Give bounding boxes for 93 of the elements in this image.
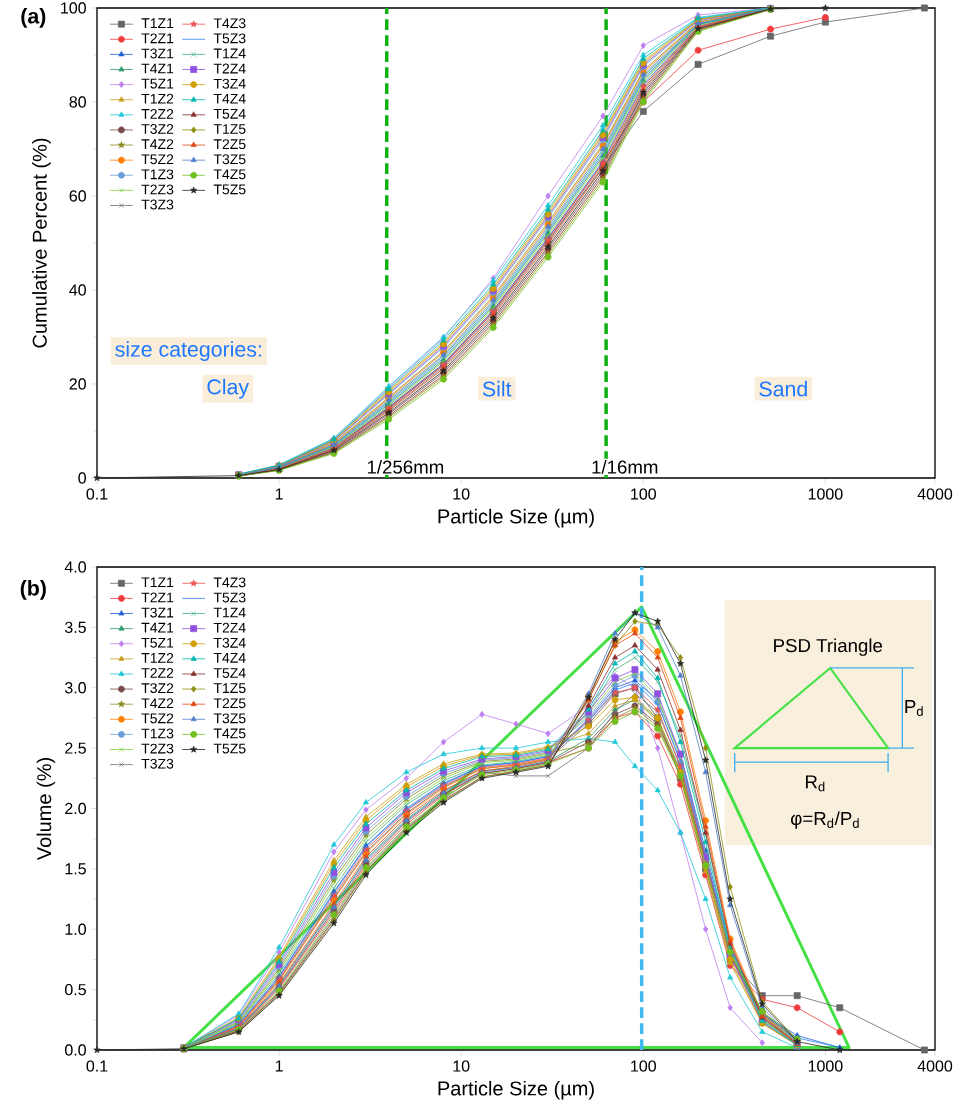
- y-axis-title: Cumulative Percent (%): [32, 138, 51, 348]
- legend-label: T4Z4: [213, 93, 246, 104]
- y-tick-label: 0.5: [64, 983, 86, 996]
- legend-label: T5Z1: [141, 78, 174, 89]
- legend-label: T3Z1: [141, 607, 174, 618]
- x-tick-label: 1000: [808, 1060, 843, 1072]
- legend-label: T3Z2: [141, 124, 174, 134]
- x-tick-label: 10: [453, 488, 470, 500]
- legend-label: T2Z4: [213, 63, 246, 74]
- x-axis-title: Particle Size (µm): [438, 508, 594, 528]
- annotation: PSD Triangle: [774, 638, 883, 656]
- legend-label: T3Z4: [213, 78, 246, 89]
- legend-label: T3Z3: [141, 199, 174, 210]
- legend-label: T5Z5: [213, 743, 246, 754]
- legend-label: T2Z3: [141, 743, 174, 754]
- x-axis-title: Particle Size (µm): [438, 1080, 594, 1100]
- legend-label: T5Z2: [141, 154, 174, 165]
- legend-label: T4Z5: [213, 728, 246, 739]
- legend-label: T5Z2: [141, 713, 174, 724]
- legend-label: T2Z5: [213, 698, 246, 709]
- annotation: Silt: [482, 380, 512, 397]
- legend-label: T4Z2: [141, 698, 174, 709]
- x-tick-label: 4000: [917, 488, 953, 500]
- y-tick-label: 4.0: [64, 561, 86, 573]
- y-tick-label: 20: [69, 378, 86, 390]
- legend-label: T2Z4: [213, 622, 246, 633]
- y-tick-label: 60: [69, 190, 86, 202]
- legend-label: T5Z3: [213, 592, 246, 603]
- x-tick-label: 0.1: [86, 1060, 108, 1072]
- legend-label: T1Z2: [141, 93, 174, 104]
- x-tick-label: 1000: [808, 488, 843, 500]
- legend-label: T3Z5: [213, 154, 246, 165]
- x-tick-label: 4000: [917, 1060, 953, 1072]
- legend-label: T2Z5: [213, 139, 246, 150]
- y-tick-label: 0: [78, 472, 86, 484]
- legend-label: T4Z3: [213, 18, 246, 29]
- x-tick-label: 10: [453, 1060, 470, 1072]
- legend-label: T4Z3: [213, 577, 246, 588]
- y-tick-label: 3.5: [64, 621, 86, 634]
- legend-label: T1Z1: [141, 577, 174, 588]
- x-tick-label: 0.1: [86, 488, 108, 500]
- legend-label: T2Z3: [141, 184, 174, 195]
- legend-label: T1Z2: [141, 652, 174, 663]
- annotation: P$_{d}$: [905, 700, 923, 716]
- legend-label: T4Z2: [141, 139, 174, 149]
- annotation: Sand: [759, 380, 807, 397]
- legend-label: T5Z4: [213, 109, 246, 119]
- x-tick-label: 100: [631, 488, 657, 500]
- legend-label: T2Z1: [141, 592, 174, 603]
- ref-line-label: 1/16mm: [592, 460, 658, 474]
- legend-label: T3Z5: [213, 713, 246, 724]
- legend-label: T3Z4: [213, 637, 246, 648]
- legend-label: T4Z5: [213, 169, 246, 180]
- legend-label: T5Z4: [213, 668, 246, 678]
- y-tick-label: 40: [69, 284, 86, 296]
- y-tick-label: 2.5: [65, 742, 86, 754]
- legend-label: T4Z1: [141, 622, 174, 633]
- annotation: φ=R$_{d}$/P$_{d}$: [791, 811, 859, 829]
- y-tick-label: 2.0: [65, 802, 86, 815]
- legend-label: T3Z1: [141, 48, 174, 59]
- legend-label: T2Z2: [141, 108, 174, 119]
- x-tick-label: 1: [275, 1060, 283, 1072]
- legend-label: T1Z4: [213, 607, 246, 618]
- legend-label: T5Z3: [213, 33, 246, 44]
- text: (b): [20, 579, 46, 600]
- legend-label: T2Z1: [141, 33, 174, 44]
- legend-label: T4Z1: [141, 63, 174, 74]
- legend-label: T5Z1: [141, 637, 174, 648]
- y-tick-label: 3.0: [64, 682, 86, 694]
- ref-line-label: 1/256mm: [367, 460, 444, 474]
- x-tick-label: 1: [275, 488, 283, 500]
- legend-label: T1Z5: [213, 683, 246, 694]
- x-tick-label: 100: [631, 1060, 657, 1072]
- legend-label: T1Z4: [213, 48, 246, 59]
- legend-label: T3Z2: [141, 683, 174, 694]
- legend-label: T1Z3: [141, 728, 174, 739]
- legend-label: T3Z3: [141, 758, 174, 769]
- legend-label: T5Z5: [213, 184, 246, 195]
- annotation: Clay: [207, 378, 250, 399]
- annotation: size categories:: [115, 341, 261, 362]
- legend-label: T2Z2: [141, 668, 174, 678]
- y-axis-title: Volume (%): [36, 758, 56, 861]
- annotation: R$_{d}$: [805, 775, 825, 792]
- legend-label: T4Z4: [213, 653, 246, 663]
- y-tick-label: 80: [69, 96, 86, 108]
- legend-label: T1Z3: [141, 169, 174, 180]
- y-tick-label: 100: [61, 2, 86, 14]
- legend-label: T1Z1: [141, 18, 174, 28]
- y-tick-label: 1.5: [65, 863, 86, 875]
- chart-title: (a): [21, 7, 46, 28]
- legend-label: T1Z5: [213, 124, 246, 134]
- y-tick-label: 1.0: [65, 923, 86, 935]
- y-tick-label: 0.0: [64, 1044, 86, 1056]
